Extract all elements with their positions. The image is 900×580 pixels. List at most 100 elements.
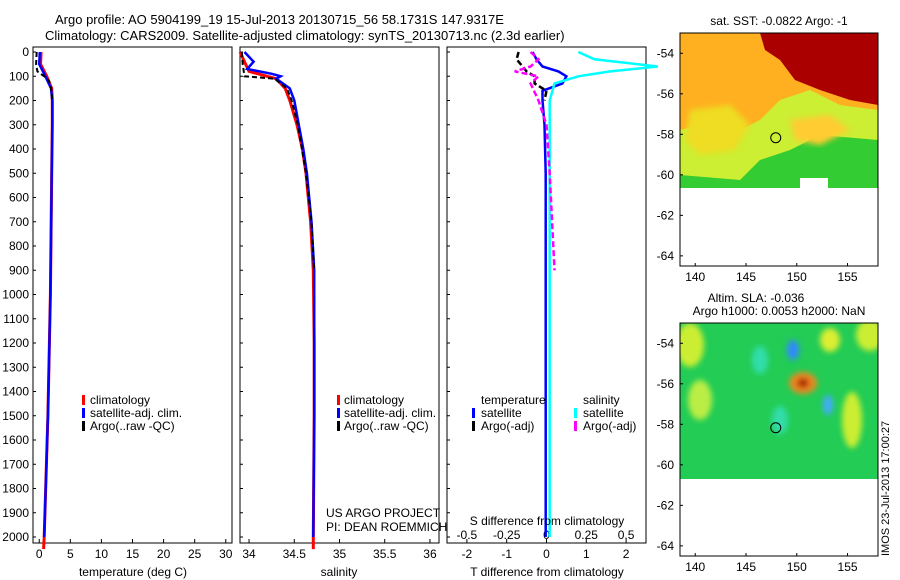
depth-tick-label: 1700 xyxy=(2,457,29,471)
series-line xyxy=(531,51,569,537)
salinity-plot: 34 34.5 35 35.5 36 xyxy=(238,51,437,561)
sst-title: sat. SST: -0.0822 Argo: -1 xyxy=(710,14,848,28)
x-tick-label: 15 xyxy=(126,547,140,561)
lon-tick-label: 155 xyxy=(838,560,858,574)
lon-tick-label: 150 xyxy=(787,560,807,574)
lon-tick-label: 145 xyxy=(736,270,756,284)
x-tick-label: 20 xyxy=(157,547,171,561)
lat-tick-label: -56 xyxy=(657,87,675,101)
depth-tick-label: 1100 xyxy=(3,312,29,326)
legend-swatch-climatology xyxy=(337,395,340,405)
series-line xyxy=(243,51,316,538)
depth-tick-label: 900 xyxy=(9,263,29,277)
legend-swatch-argo xyxy=(337,421,340,431)
sla-float-marker xyxy=(770,422,782,434)
depth-tick-label: 300 xyxy=(9,118,29,132)
depth-tick-label: 700 xyxy=(9,215,29,229)
series-line xyxy=(514,51,556,271)
depth-tick-label: 500 xyxy=(9,166,29,180)
series-line xyxy=(35,51,54,101)
credit-project: US ARGO PROJECT xyxy=(326,506,441,520)
difference-top-label: S difference from climatology xyxy=(470,514,625,528)
sla-blue-n xyxy=(787,340,799,360)
temperature-panel xyxy=(32,46,233,544)
depth-tick-label: 0 xyxy=(22,45,29,59)
salinity-xlabel: salinity xyxy=(321,565,358,579)
x-tick-label: 35.5 xyxy=(373,547,397,561)
x-tick-label: 25 xyxy=(188,547,202,561)
sla-yellow-sw xyxy=(688,380,712,420)
depth-tick-label: 1400 xyxy=(2,385,29,399)
sla-yellow-n xyxy=(820,328,840,352)
sla-cyan xyxy=(752,346,768,374)
salinity-panel xyxy=(239,46,440,544)
lat-tick-label: -58 xyxy=(657,127,675,141)
sla-axis-ticks: -54 -56 -58 -60 -62 -64 140 145 150 155 xyxy=(657,336,858,574)
s-tick-label: -0.25 xyxy=(493,528,521,542)
legend-label-s-argo: Argo(-adj) xyxy=(583,419,636,433)
lon-tick-label: 150 xyxy=(787,270,807,284)
sla-orange-core xyxy=(797,378,809,388)
depth-tick-label: 200 xyxy=(9,94,29,108)
sla-title-2: Argo h1000: 0.0053 h2000: NaN xyxy=(693,304,866,318)
x-tick-label: 10 xyxy=(95,547,109,561)
sla-field xyxy=(680,323,878,479)
sst-map: sat. SST: -0.0822 Argo: -1 -54 -56 -58 -60 -… xyxy=(657,14,879,284)
sst-red-region xyxy=(760,33,878,105)
legend-label-climatology: climatology xyxy=(344,393,404,407)
credit-pi: PI: DEAN ROEMMICH xyxy=(326,520,447,534)
sst-field xyxy=(680,33,878,188)
depth-tick-label: 800 xyxy=(9,239,29,253)
x-tick-label: 0 xyxy=(543,547,550,561)
depth-tick-label: 100 xyxy=(9,69,29,83)
lat-tick-label: -58 xyxy=(657,417,675,431)
x-tick-label: -2 xyxy=(462,547,473,561)
legend-swatch-s-argo xyxy=(574,421,577,431)
depth-tick-label: 400 xyxy=(9,142,29,156)
series-line xyxy=(37,51,54,538)
lat-tick-label: -60 xyxy=(657,168,675,182)
legend-swatch-s-satellite xyxy=(574,408,577,418)
depth-tick-label: 1500 xyxy=(2,409,29,423)
x-tick-label: 34 xyxy=(242,547,256,561)
sla-frame xyxy=(679,322,879,557)
sst-land-gap xyxy=(800,178,828,188)
depth-tick-label: 2000 xyxy=(2,530,29,544)
x-tick-label: 2 xyxy=(623,547,630,561)
series-line xyxy=(238,51,316,550)
sla-map: Altim. SLA: -0.036 Argo h1000: 0.0053 h2… xyxy=(657,291,879,574)
legend-swatch-t-argo xyxy=(472,421,475,431)
legend-label-satellite: satellite-adj. clim. xyxy=(344,406,436,420)
sst-axis-ticks: -54 -56 -58 -60 -62 -64 140 145 150 155 xyxy=(657,46,858,284)
lat-tick-label: -60 xyxy=(657,458,675,472)
depth-tick-label: 600 xyxy=(9,191,29,205)
x-tick-label: -1 xyxy=(501,547,512,561)
series-line xyxy=(240,51,316,271)
difference-legend: temperature salinity satellite Argo(-adj… xyxy=(472,393,636,433)
legend-label-t-argo: Argo(-adj) xyxy=(481,419,534,433)
lat-tick-label: -54 xyxy=(657,336,675,350)
x-tick-label: 36 xyxy=(423,547,437,561)
legend-label-argo: Argo(..raw -QC) xyxy=(344,419,429,433)
x-tick-label: 35 xyxy=(333,547,347,561)
lat-tick-label: -62 xyxy=(657,498,675,512)
depth-axis: 0 100 200 300 400 500 600 700 800 900 1000 1100 1200… xyxy=(2,45,450,544)
lon-tick-label: 140 xyxy=(685,270,705,284)
s-tick-label: 0.25 xyxy=(575,528,599,542)
legend-swatch-argo xyxy=(82,421,85,431)
temperature-legend: climatology satellite-adj. clim. Argo(..… xyxy=(82,393,182,433)
legend-label-t-satellite: satellite xyxy=(481,406,522,420)
sst-yellow-patch xyxy=(685,105,750,155)
title-line-1: Argo profile: AO 5904199_19 15-Jul-2013 … xyxy=(55,12,504,27)
sla-blue-mid xyxy=(823,395,833,415)
lat-tick-label: -54 xyxy=(657,46,675,60)
lat-tick-label: -62 xyxy=(657,208,675,222)
legend-label-s-satellite: satellite xyxy=(583,406,624,420)
series-line xyxy=(548,50,659,537)
s-tick-label: -0.5 xyxy=(457,528,478,542)
x-tick-label: 34.5 xyxy=(283,547,307,561)
lon-tick-label: 140 xyxy=(685,560,705,574)
temperature-xlabel: temperature (deg C) xyxy=(79,565,187,579)
x-tick-label: 1 xyxy=(583,547,590,561)
x-tick-label: 0 xyxy=(36,547,43,561)
